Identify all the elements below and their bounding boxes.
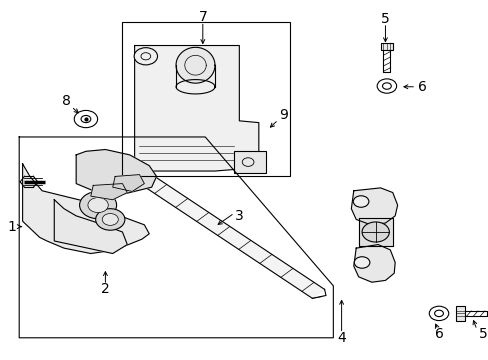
- Text: 3: 3: [234, 209, 243, 223]
- Polygon shape: [19, 137, 333, 338]
- Circle shape: [134, 48, 157, 65]
- Text: 5: 5: [477, 327, 486, 341]
- Polygon shape: [134, 45, 258, 171]
- Text: 9: 9: [278, 108, 287, 122]
- Circle shape: [353, 257, 369, 268]
- Text: 5: 5: [380, 12, 389, 26]
- Circle shape: [80, 192, 116, 219]
- Text: 4: 4: [337, 331, 346, 345]
- Text: 6: 6: [417, 80, 426, 94]
- Polygon shape: [137, 173, 324, 298]
- Bar: [234, 151, 265, 173]
- Polygon shape: [91, 184, 127, 200]
- Polygon shape: [353, 244, 394, 282]
- Circle shape: [352, 196, 368, 207]
- Circle shape: [361, 222, 388, 242]
- Circle shape: [102, 213, 118, 225]
- Polygon shape: [351, 188, 397, 225]
- Polygon shape: [358, 218, 392, 246]
- Text: 7: 7: [198, 10, 207, 24]
- Bar: [455, 306, 464, 320]
- Bar: [122, 22, 290, 176]
- Bar: [380, 43, 392, 50]
- Circle shape: [88, 198, 108, 213]
- Polygon shape: [54, 200, 127, 253]
- Text: 8: 8: [62, 94, 71, 108]
- Polygon shape: [112, 175, 144, 192]
- Text: 1: 1: [7, 220, 16, 234]
- Text: 2: 2: [101, 282, 109, 296]
- Circle shape: [96, 209, 124, 230]
- Polygon shape: [22, 164, 149, 253]
- Text: 6: 6: [434, 327, 443, 341]
- Polygon shape: [176, 47, 215, 83]
- Polygon shape: [76, 149, 156, 194]
